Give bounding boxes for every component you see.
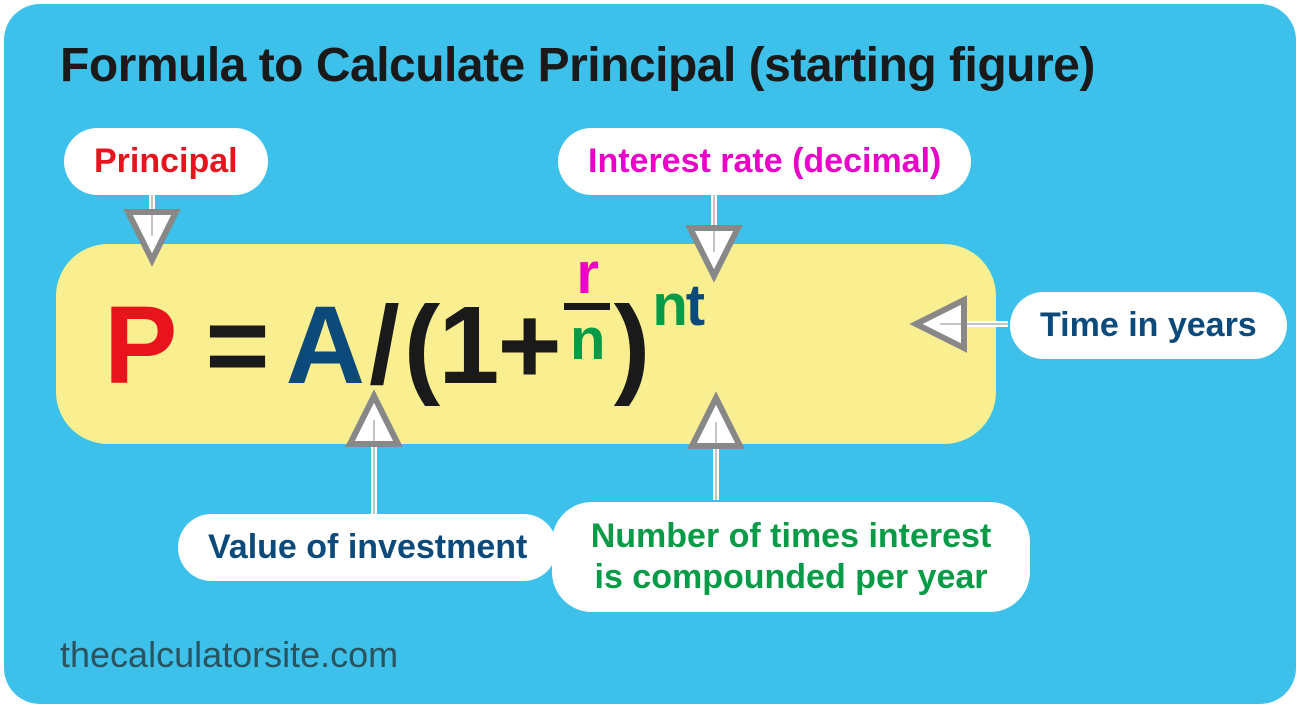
exp-n: n	[652, 273, 685, 338]
formula-expression: P=A/(1+rn)nt	[104, 256, 703, 409]
fraction-r-over-n: rn	[564, 246, 610, 367]
diagram-title: Formula to Calculate Principal (starting…	[60, 38, 1095, 93]
var-p: P	[104, 284, 175, 407]
label-interest-rate: Interest rate (decimal)	[558, 128, 971, 195]
op-eq: =	[205, 284, 267, 407]
label-principal: Principal	[64, 128, 268, 195]
infographic-canvas: Formula to Calculate Principal (starting…	[4, 4, 1296, 704]
const-one: 1	[438, 284, 497, 407]
paren-left: (	[404, 284, 439, 407]
exp-t: t	[686, 273, 703, 338]
op-plus: +	[497, 284, 559, 407]
var-n: n	[564, 312, 610, 367]
label-value-investment: Value of investment	[178, 514, 557, 581]
var-r: r	[564, 246, 610, 301]
paren-right: )	[614, 284, 649, 407]
attribution-text: thecalculatorsite.com	[60, 634, 398, 676]
var-a: A	[286, 284, 363, 407]
op-divide: /	[369, 284, 398, 407]
label-compound-frequency: Number of times interest is compounded p…	[552, 502, 1030, 612]
exponent-nt: nt	[652, 272, 703, 339]
label-time-years: Time in years	[1010, 292, 1287, 359]
